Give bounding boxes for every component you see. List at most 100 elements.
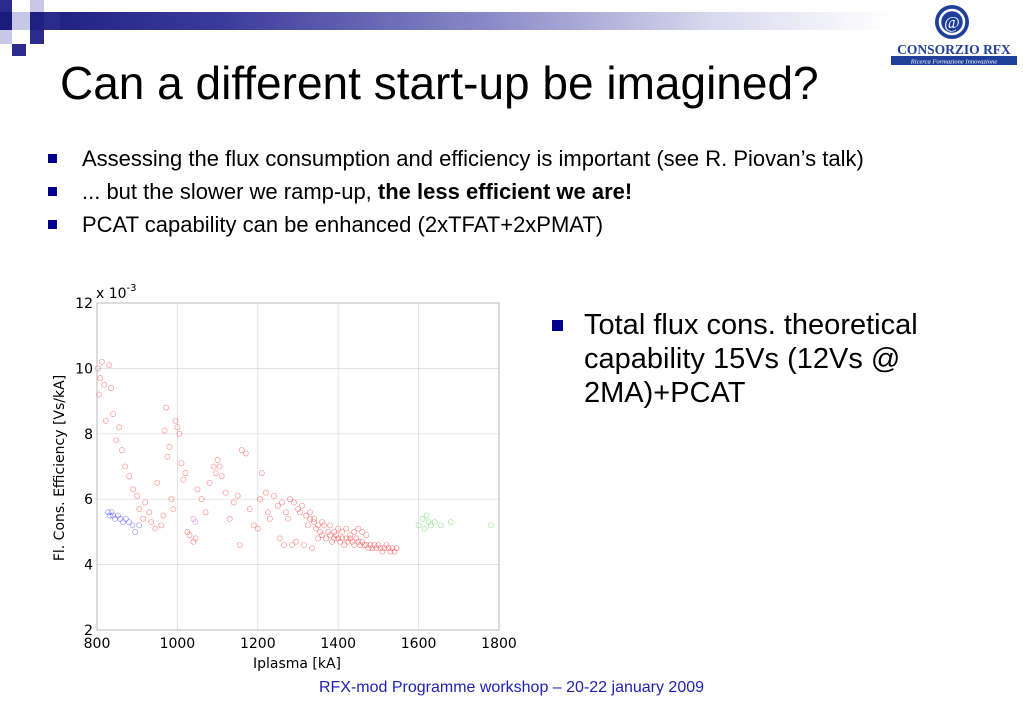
bullet-item: Assessing the flux consumption and effic… — [44, 144, 1004, 173]
data-point — [341, 542, 348, 548]
x-tick-label: 1600 — [401, 636, 437, 652]
data-point — [256, 496, 263, 503]
data-point — [415, 522, 422, 529]
data-point — [361, 542, 368, 548]
data-point — [431, 519, 438, 525]
bullet-square-icon — [48, 187, 57, 196]
data-point — [339, 528, 346, 535]
data-point — [164, 453, 171, 460]
data-point — [101, 381, 108, 388]
data-point — [319, 532, 326, 539]
x-tick-label: 1800 — [481, 636, 517, 652]
data-point — [383, 542, 390, 548]
data-point — [258, 470, 265, 476]
data-point — [335, 535, 342, 542]
header-gradient-bar — [0, 12, 890, 30]
data-point — [230, 499, 237, 506]
data-point — [140, 515, 147, 522]
data-point — [214, 457, 221, 463]
data-point — [307, 509, 313, 516]
chart-svg: 800 1000 1200 1400 1600 1800 2 4 6 8 10 12 x 10-3 I… — [52, 283, 517, 672]
data-point — [198, 496, 205, 503]
x-tick-label: 1400 — [320, 636, 356, 652]
data-point — [421, 525, 428, 532]
data-point — [353, 535, 360, 542]
data-point — [132, 528, 139, 535]
data-point — [293, 538, 299, 545]
data-point — [238, 447, 245, 454]
bullet-square-icon — [48, 154, 57, 163]
data-point — [106, 512, 113, 519]
data-point — [391, 548, 398, 555]
data-point — [116, 424, 123, 431]
side-bullet: Total flux cons. theoretical capability … — [550, 308, 1023, 410]
data-point — [186, 532, 193, 539]
footer-text: RFX-mod Programme workshop – 20-22 janua… — [318, 679, 705, 696]
data-point — [387, 548, 394, 555]
x-tick-label: 1200 — [240, 636, 276, 652]
data-point — [333, 532, 340, 539]
data-point — [234, 493, 241, 499]
svg-text:Ricerca Formazione Innovazione: Ricerca Formazione Innovazione — [910, 59, 998, 66]
data-point — [329, 538, 336, 545]
data-point — [307, 515, 313, 522]
data-point — [345, 538, 352, 545]
y-tick-label: 4 — [84, 558, 93, 574]
data-point — [180, 476, 187, 483]
data-point — [315, 522, 321, 529]
data-point — [129, 522, 136, 529]
data-point — [379, 548, 386, 555]
data-point — [266, 515, 273, 522]
data-point — [317, 528, 324, 535]
data-point — [381, 545, 388, 552]
data-point — [122, 463, 129, 470]
data-point — [242, 450, 249, 457]
data-point — [178, 460, 185, 467]
data-point — [136, 522, 143, 529]
data-point — [113, 437, 120, 444]
data-point — [106, 362, 112, 369]
data-point — [331, 535, 338, 542]
data-point — [347, 535, 354, 542]
data-point — [172, 417, 179, 424]
bullet-bold-text: the less efficient we are! — [377, 179, 633, 204]
data-point — [355, 538, 362, 545]
data-point — [371, 542, 378, 548]
svg-text:@: @ — [944, 13, 960, 32]
plot-frame — [96, 302, 500, 631]
data-point — [305, 522, 311, 529]
data-point — [236, 542, 243, 548]
y-tick-label: 12 — [75, 296, 93, 312]
data-point — [488, 522, 494, 529]
data-point — [447, 519, 454, 525]
data-point — [359, 538, 366, 545]
svg-text:CONSORZIO RFX: CONSORZIO RFX — [897, 42, 1011, 57]
data-point — [182, 470, 189, 476]
data-point — [136, 506, 143, 512]
data-point — [184, 528, 191, 535]
data-point — [363, 542, 370, 548]
data-point — [327, 532, 334, 539]
data-point — [226, 515, 233, 522]
data-point — [246, 506, 253, 512]
data-point — [163, 404, 170, 411]
y-tick-label: 6 — [84, 492, 93, 508]
data-point — [158, 522, 165, 529]
data-point — [176, 430, 183, 437]
data-point — [367, 542, 374, 548]
data-point — [321, 522, 328, 529]
bullet-square-icon — [48, 220, 57, 229]
data-point — [254, 525, 261, 532]
data-point — [192, 535, 199, 542]
data-point — [130, 486, 137, 493]
data-point — [154, 479, 161, 486]
y-axis-label: Fl. Cons. Efficiency [Vs/kA] — [52, 375, 68, 561]
bullet-item: ... but the slower we ramp-up, the less … — [44, 177, 1004, 206]
data-point — [377, 545, 384, 552]
data-point — [357, 542, 364, 548]
data-point — [327, 522, 334, 529]
data-point — [365, 545, 372, 552]
data-point — [94, 365, 101, 372]
data-point — [389, 545, 396, 552]
data-point — [170, 506, 177, 512]
